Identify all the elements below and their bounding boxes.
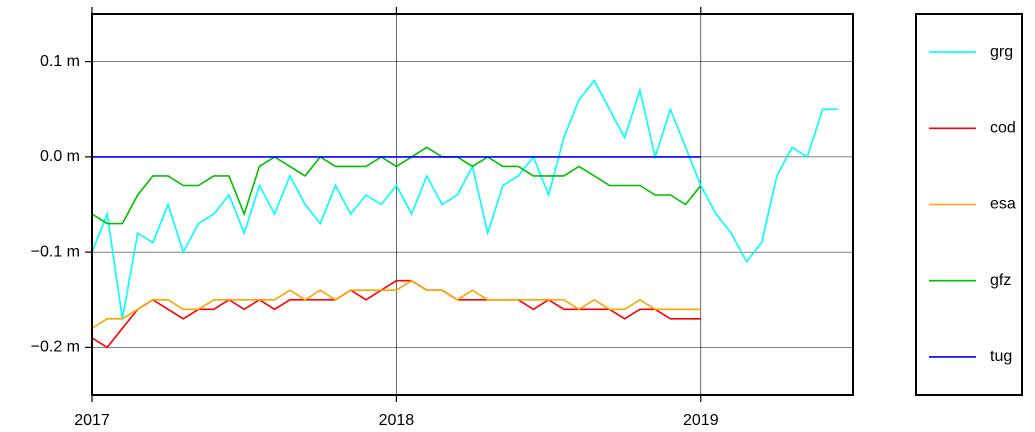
series-line (92, 146, 702, 225)
y-tick-label: −0.1 m (31, 243, 80, 260)
series-line (92, 79, 838, 319)
series-line (92, 279, 701, 329)
y-tick-label: −0.2 m (31, 339, 80, 356)
x-tick-label: 2017 (74, 412, 110, 429)
x-tick-label: 2018 (379, 412, 415, 429)
legend-label: grg (990, 43, 1013, 60)
plot-frame (91, 13, 854, 396)
y-tick-label: 0.0 m (40, 148, 80, 165)
y-tick-label: 0.1 m (40, 53, 80, 70)
x-tick-label: 2019 (683, 412, 719, 429)
series-line (92, 279, 701, 349)
legend-box (915, 13, 1023, 396)
legend-label: gfz (990, 272, 1011, 289)
legend-label: cod (990, 120, 1016, 137)
legend-label: esa (990, 196, 1016, 213)
legend-label: tug (990, 348, 1012, 365)
